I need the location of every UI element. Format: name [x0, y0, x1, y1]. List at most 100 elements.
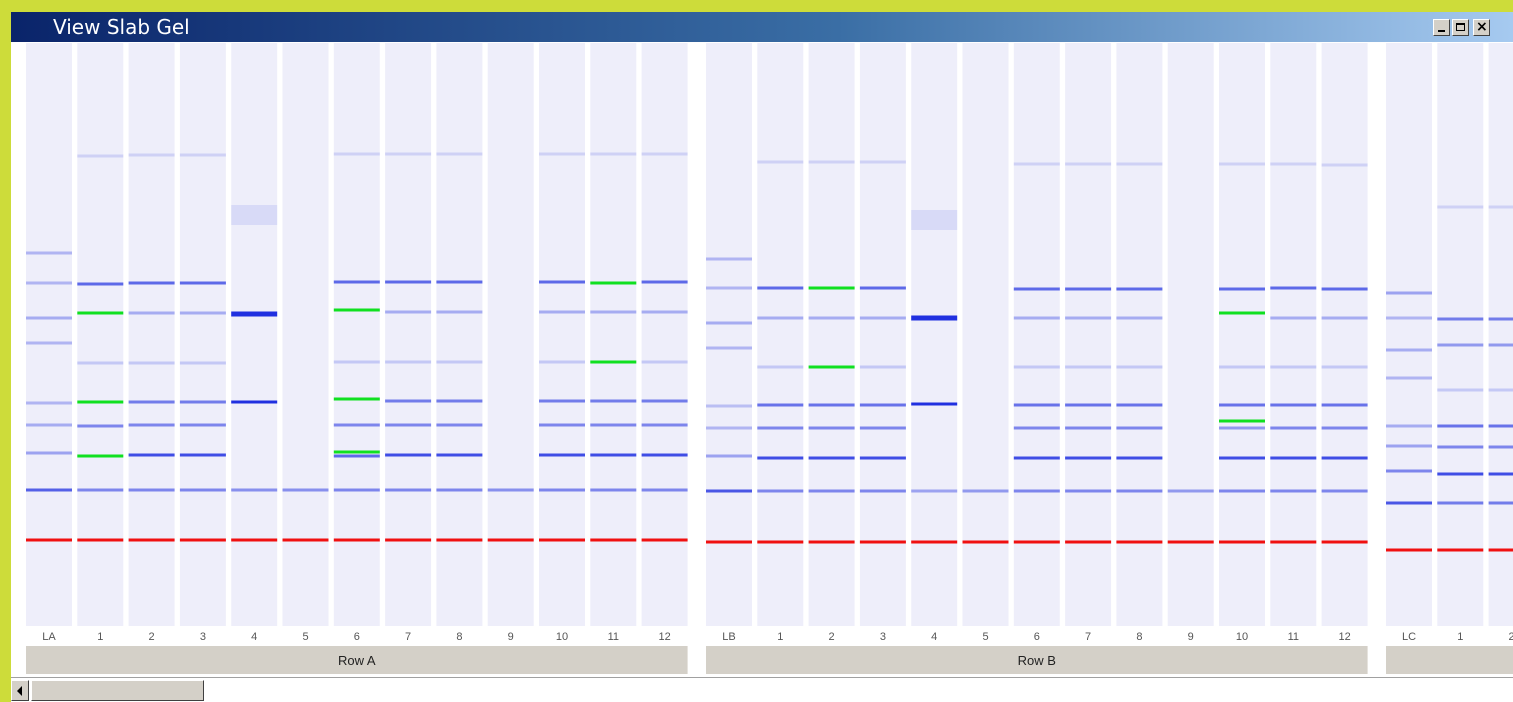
- gel-lane[interactable]: 1: [1437, 43, 1484, 643]
- lane-label: 6: [354, 631, 360, 643]
- row-header[interactable]: [26, 646, 688, 674]
- gel-band: [706, 404, 752, 408]
- scroll-track[interactable]: [205, 680, 1513, 701]
- gel-lane[interactable]: 2: [128, 43, 175, 643]
- close-icon: ×: [1476, 19, 1488, 35]
- gel-lane[interactable]: 4: [911, 43, 958, 643]
- row-header[interactable]: [706, 646, 1368, 674]
- gel-lane[interactable]: 11: [590, 43, 637, 643]
- gel-band: [333, 152, 380, 156]
- gel-band: [333, 488, 380, 492]
- gel-band: [1321, 456, 1368, 460]
- lane-background: [1488, 43, 1513, 626]
- scroll-left-button[interactable]: [11, 680, 29, 701]
- gel-lane[interactable]: LC: [1386, 43, 1432, 643]
- gel-band: [859, 403, 906, 407]
- gel-lane[interactable]: 9: [1167, 43, 1214, 643]
- gel-band: [128, 453, 175, 457]
- gel-lane[interactable]: 12: [1321, 43, 1368, 643]
- gel-band: [590, 152, 637, 156]
- gel-lane[interactable]: 7: [1065, 43, 1112, 643]
- gel-band: [1065, 489, 1112, 493]
- lane-label: 2: [1509, 631, 1513, 643]
- gel-band: [1321, 426, 1368, 430]
- gel-band: [1437, 472, 1484, 476]
- gel-band: [641, 488, 688, 492]
- gel-band: [1013, 316, 1060, 320]
- gel-band: [1321, 540, 1368, 544]
- gel-lane[interactable]: LB: [706, 43, 752, 643]
- gel-band: [911, 315, 958, 321]
- arrow-left-icon: [17, 686, 22, 696]
- gel-band: [1488, 205, 1513, 209]
- horizontal-scrollbar[interactable]: [11, 677, 1513, 702]
- lane-label: 5: [302, 631, 308, 643]
- gel-band: [77, 424, 124, 428]
- gel-lane[interactable]: 7: [385, 43, 432, 643]
- gel-band: [757, 540, 804, 544]
- gel-band: [128, 153, 175, 157]
- gel-lane[interactable]: 11: [1270, 43, 1317, 643]
- gel-lane[interactable]: 1: [77, 43, 124, 643]
- gel-lane[interactable]: 6: [333, 43, 380, 643]
- gel-band: [436, 310, 483, 314]
- gel-band: [385, 488, 432, 492]
- gel-band: [1437, 343, 1484, 347]
- gel-band: [231, 488, 278, 492]
- gel-lane[interactable]: 2: [808, 43, 855, 643]
- gel-lane[interactable]: 8: [1116, 43, 1163, 643]
- gel-band: [1065, 287, 1112, 291]
- gel-lane[interactable]: 10: [1219, 43, 1265, 643]
- gel-band: [1116, 456, 1163, 460]
- gel-band: [1386, 348, 1432, 352]
- minimize-button[interactable]: [1433, 19, 1450, 36]
- gel-band: [333, 423, 380, 427]
- gel-lane[interactable]: 1: [757, 43, 804, 643]
- gel-lane[interactable]: LA: [26, 43, 72, 643]
- gel-band: [179, 538, 226, 542]
- gel-band: [808, 160, 855, 164]
- gel-band: [590, 360, 637, 364]
- title-bar[interactable]: View Slab Gel ×: [11, 12, 1513, 42]
- row-label: Row A: [338, 653, 376, 668]
- gel-band: [1065, 365, 1112, 369]
- row-header[interactable]: [1386, 646, 1513, 674]
- gel-band: [911, 210, 958, 230]
- lane-background: [1116, 43, 1163, 626]
- gel-lane[interactable]: 3: [179, 43, 226, 643]
- maximize-button[interactable]: [1452, 19, 1469, 36]
- scroll-thumb[interactable]: [31, 680, 204, 701]
- gel-row: LC 1 2: [1386, 43, 1513, 674]
- lane-label: 9: [1188, 631, 1194, 643]
- gel-band: [77, 488, 124, 492]
- gel-lane[interactable]: 10: [539, 43, 585, 643]
- lane-background: [590, 43, 637, 626]
- gel-band: [539, 538, 585, 542]
- gel-lane[interactable]: 3: [859, 43, 906, 643]
- lane-label: 8: [1136, 631, 1142, 643]
- gel-lane[interactable]: 9: [487, 43, 534, 643]
- gel-band: [808, 316, 855, 320]
- gel-lane[interactable]: 5: [962, 43, 1009, 643]
- lane-label: 12: [1338, 631, 1350, 643]
- close-button[interactable]: ×: [1473, 19, 1490, 36]
- lane-background: [757, 43, 804, 626]
- gel-lane[interactable]: 5: [282, 43, 329, 643]
- gel-band: [539, 360, 585, 364]
- gel-band: [77, 311, 124, 315]
- gel-band: [1488, 548, 1513, 552]
- gel-band: [128, 538, 175, 542]
- gel-band: [231, 205, 278, 225]
- gel-lane[interactable]: 8: [436, 43, 483, 643]
- gel-lane[interactable]: 12: [641, 43, 688, 643]
- gel-band: [77, 454, 124, 458]
- gel-band: [487, 538, 534, 542]
- gel-lane[interactable]: 4: [231, 43, 278, 643]
- gel-lane[interactable]: 2: [1488, 43, 1513, 643]
- gel-band: [1488, 317, 1513, 321]
- gel-band: [1321, 365, 1368, 369]
- gel-band: [1219, 456, 1265, 460]
- lane-background: [808, 43, 855, 626]
- gel-band: [590, 488, 637, 492]
- gel-lane[interactable]: 6: [1013, 43, 1060, 643]
